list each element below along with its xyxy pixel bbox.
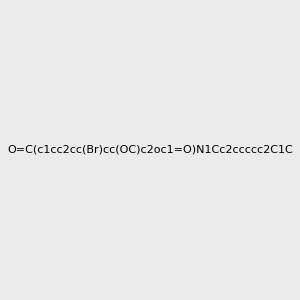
- Text: O=C(c1cc2cc(Br)cc(OC)c2oc1=O)N1Cc2ccccc2C1C: O=C(c1cc2cc(Br)cc(OC)c2oc1=O)N1Cc2ccccc2…: [7, 145, 293, 155]
